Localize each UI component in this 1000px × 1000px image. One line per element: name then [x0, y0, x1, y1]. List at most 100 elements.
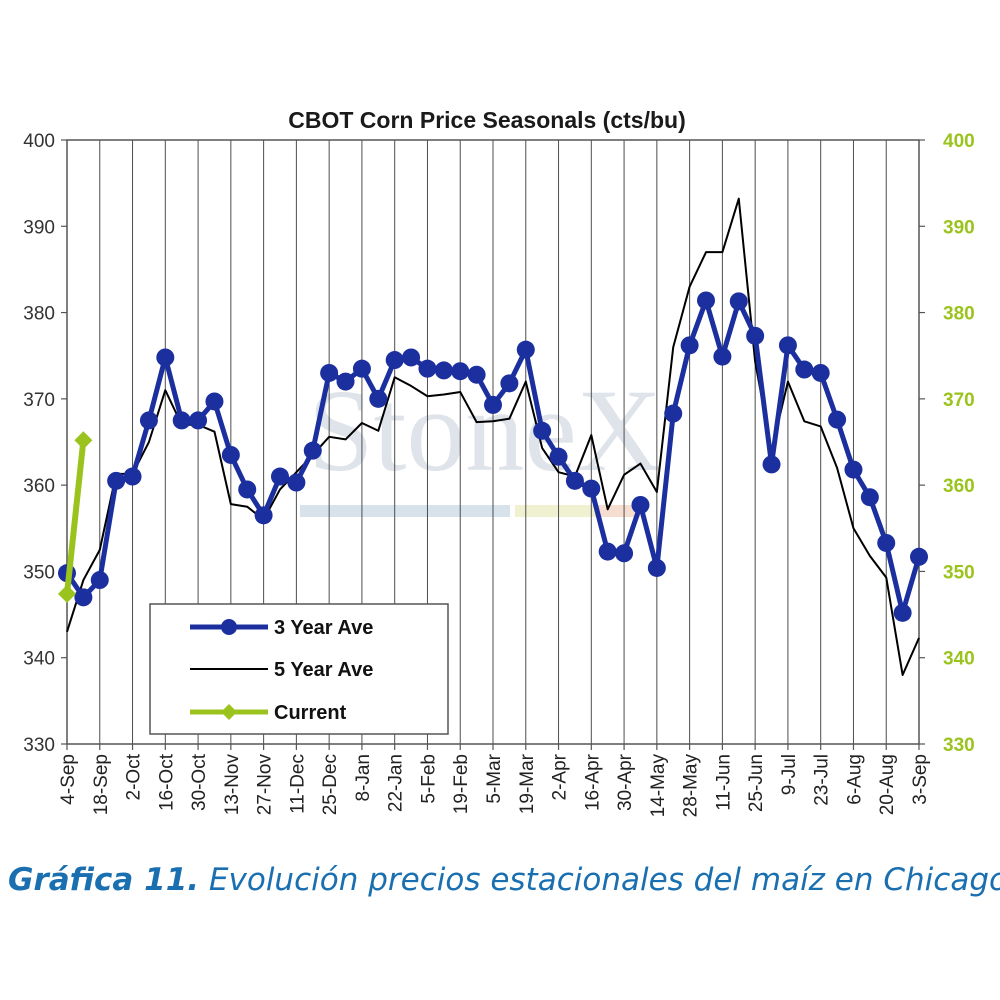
point-3-year-ave	[139, 411, 158, 430]
x-tick-label: 9-Jul	[779, 754, 800, 795]
y-right-tick-label: 370	[943, 390, 975, 411]
point-3-year-ave	[107, 471, 126, 490]
point-3-year-ave	[828, 410, 847, 429]
point-3-year-ave	[320, 363, 339, 382]
point-3-year-ave	[746, 326, 765, 345]
x-tick-label: 11-Dec	[287, 754, 308, 814]
watermark-bar	[300, 505, 640, 517]
point-3-year-ave	[697, 291, 715, 310]
y-right-tick-label: 380	[943, 304, 975, 325]
point-3-year-ave	[369, 389, 388, 408]
legend-5yr-label: 5 Year Ave	[274, 659, 373, 681]
point-3-year-ave	[352, 359, 371, 378]
caption-text: Evolución precios estacionales del maíz …	[199, 862, 1000, 898]
legend-current-marker	[221, 704, 237, 720]
point-3-year-ave	[729, 292, 748, 311]
point-3-year-ave	[451, 362, 470, 381]
point-3-year-ave	[434, 361, 453, 380]
y-tick-label: 380	[23, 304, 55, 325]
point-3-year-ave	[90, 571, 109, 590]
point-3-year-ave	[910, 547, 928, 566]
point-3-year-ave	[778, 336, 797, 355]
point-3-year-ave	[74, 588, 93, 607]
y-tick-label: 330	[23, 735, 55, 756]
x-tick-label: 23-Jul	[812, 754, 833, 806]
point-3-year-ave	[795, 360, 814, 379]
x-axis-labels: 4-Sep 18-Sep 2-Oct 16-Oct 30-Oct 13-Nov 27-Nov…	[58, 744, 931, 817]
point-3-year-ave	[549, 447, 568, 466]
point-3-year-ave	[860, 488, 879, 507]
point-3-year-ave	[844, 460, 863, 479]
point-3-year-ave	[418, 359, 437, 378]
y-tick-label: 400	[23, 131, 55, 152]
point-3-year-ave	[893, 603, 912, 622]
stonex-watermark: StoneX	[308, 365, 662, 496]
point-3-year-ave	[467, 365, 486, 384]
x-tick-label: 20-Aug	[877, 754, 898, 815]
y-tick-label: 390	[23, 217, 55, 238]
x-tick-label: 22-Jan	[386, 754, 407, 812]
x-tick-label: 30-Oct	[189, 753, 210, 811]
point-3-year-ave	[385, 351, 404, 370]
point-3-year-ave	[254, 506, 273, 525]
point-3-year-ave	[533, 421, 552, 440]
x-tick-label: 8-Jan	[353, 754, 374, 802]
point-3-year-ave	[500, 374, 519, 393]
point-3-year-ave	[811, 363, 830, 382]
point-current	[74, 431, 93, 450]
x-tick-label: 5-Mar	[484, 753, 505, 803]
point-3-year-ave	[615, 544, 634, 563]
point-current	[58, 584, 76, 603]
y-axis-left: 330 340 350 360 370 380 390 400	[23, 131, 67, 756]
point-3-year-ave	[221, 445, 240, 464]
y-right-tick-label: 340	[943, 649, 975, 670]
x-tick-label: 19-Feb	[451, 754, 472, 814]
figure-caption: Gráfica 11. Evolución precios estacional…	[8, 862, 1000, 898]
x-tick-label: 11-Jun	[713, 754, 734, 811]
y-tick-label: 350	[23, 562, 55, 583]
x-tick-label: 18-Sep	[91, 754, 112, 815]
y-right-tick-label: 390	[943, 217, 975, 238]
y-tick-label: 340	[23, 649, 55, 670]
point-3-year-ave	[123, 467, 142, 486]
point-3-year-ave	[680, 336, 699, 355]
point-3-year-ave	[271, 467, 289, 486]
series-line-current	[64, 439, 87, 595]
point-3-year-ave	[877, 533, 896, 552]
point-3-year-ave	[664, 404, 683, 423]
y-right-tick-label: 400	[943, 131, 975, 152]
x-tick-label: 27-Nov	[255, 754, 276, 816]
point-3-year-ave	[205, 392, 224, 411]
point-3-year-ave	[303, 441, 322, 460]
legend-current-label: Current	[274, 702, 347, 724]
x-tick-label: 2-Apr	[550, 753, 571, 800]
x-tick-label: 4-Sep	[58, 754, 79, 805]
x-tick-label: 30-Apr	[615, 753, 636, 811]
point-3-year-ave	[516, 340, 535, 359]
x-tick-label: 3-Sep	[910, 754, 931, 805]
point-3-year-ave	[189, 411, 208, 430]
x-tick-label: 19-Mar	[517, 753, 538, 814]
legend: 3 Year Ave 5 Year Ave Current	[149, 603, 449, 735]
x-tick-label: 16-Apr	[582, 753, 603, 811]
y-axis-right: 330 340 350 360 370 380 390 400	[919, 131, 975, 756]
y-tick-label: 370	[23, 390, 55, 411]
point-3-year-ave	[238, 480, 257, 499]
x-tick-label: 25-Jun	[746, 754, 767, 812]
point-3-year-ave	[336, 372, 355, 391]
x-tick-label: 16-Oct	[156, 753, 177, 811]
x-tick-label: 6-Aug	[844, 754, 865, 805]
point-3-year-ave	[647, 558, 666, 577]
point-3-year-ave	[631, 495, 650, 514]
x-tick-label: 28-May	[681, 754, 702, 818]
point-3-year-ave	[762, 455, 781, 474]
point-3-year-ave	[565, 471, 584, 490]
x-tick-label: 5-Feb	[418, 754, 439, 804]
series-lines	[58, 197, 928, 676]
chart-title: CBOT Corn Price Seasonals (cts/bu)	[288, 107, 685, 133]
price-seasonals-chart: StoneX CBOT Corn Price Seasonals (cts/bu…	[23, 107, 975, 818]
legend-3yr-marker	[221, 619, 237, 635]
y-right-tick-label: 330	[943, 735, 975, 756]
point-3-year-ave	[156, 348, 175, 367]
point-3-year-ave	[484, 395, 502, 414]
